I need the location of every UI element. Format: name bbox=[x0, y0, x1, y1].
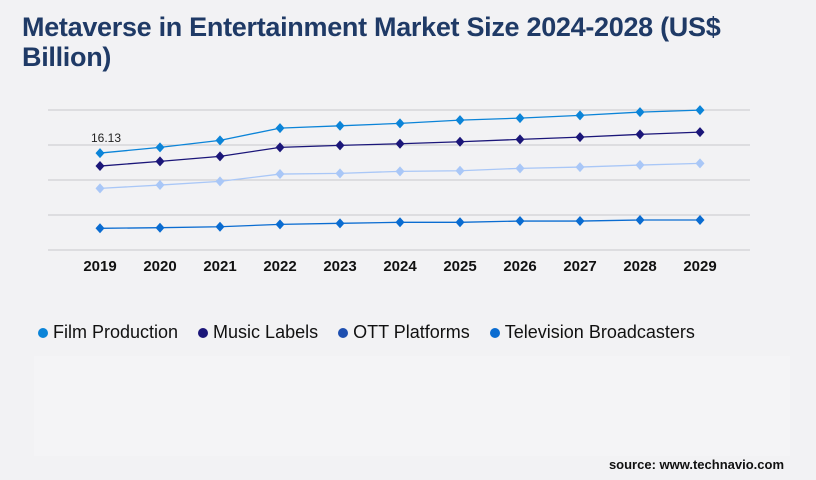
series-ott-platforms bbox=[95, 158, 705, 194]
legend-item: Television Broadcasters bbox=[489, 322, 695, 343]
series-music-labels bbox=[95, 127, 705, 172]
x-tick-label: 2021 bbox=[203, 258, 236, 275]
x-tick-label: 2029 bbox=[683, 258, 716, 275]
series-film-production bbox=[95, 105, 705, 159]
data-point bbox=[575, 216, 585, 227]
x-tick-label: 2019 bbox=[83, 258, 116, 275]
data-point bbox=[155, 156, 165, 167]
legend-item: Music Labels bbox=[198, 322, 318, 343]
legend: Film Production Music Labels OTT Platforms… bbox=[38, 322, 695, 343]
x-tick-label: 2026 bbox=[503, 258, 536, 275]
data-point bbox=[695, 127, 705, 138]
line-chart: 2019 2020 2021 2022 2023 2024 2025 2026 2027 2028… bbox=[48, 105, 750, 275]
data-point bbox=[455, 115, 465, 126]
data-label: 16.13 bbox=[91, 131, 121, 145]
legend-label: OTT Platforms bbox=[353, 322, 470, 342]
data-point bbox=[515, 216, 525, 227]
data-point bbox=[455, 165, 465, 176]
data-point bbox=[275, 219, 285, 230]
legend-marker-icon bbox=[38, 327, 48, 338]
data-point bbox=[395, 166, 405, 177]
legend-item: Film Production bbox=[38, 322, 178, 343]
data-point bbox=[275, 142, 285, 153]
data-point bbox=[455, 136, 465, 147]
legend-label: Television Broadcasters bbox=[504, 322, 695, 342]
data-point bbox=[635, 215, 645, 226]
chart-title: Metaverse in Entertainment Market Size 2… bbox=[22, 12, 721, 72]
data-point bbox=[395, 217, 405, 228]
data-point bbox=[275, 169, 285, 180]
data-point bbox=[575, 162, 585, 173]
data-point bbox=[335, 168, 345, 179]
data-point bbox=[635, 129, 645, 140]
data-point bbox=[215, 135, 225, 146]
data-point bbox=[335, 120, 345, 131]
source-label: source: www.technavio.com bbox=[608, 457, 784, 472]
data-point bbox=[215, 221, 225, 232]
legend-marker-icon bbox=[338, 327, 349, 338]
data-point bbox=[515, 113, 525, 124]
data-point bbox=[695, 215, 705, 226]
x-tick-label: 2025 bbox=[443, 258, 476, 275]
data-point bbox=[275, 123, 285, 134]
legend-label: Music Labels bbox=[213, 322, 319, 342]
x-tick-label: 2023 bbox=[323, 258, 356, 275]
data-point bbox=[95, 183, 105, 194]
data-point bbox=[335, 218, 345, 229]
data-point bbox=[515, 163, 525, 174]
data-point bbox=[95, 148, 105, 159]
data-point bbox=[515, 134, 525, 145]
data-point bbox=[395, 138, 405, 149]
data-point bbox=[695, 158, 705, 169]
series-line bbox=[99, 131, 701, 167]
data-point bbox=[635, 160, 645, 171]
legend-label: Film Production bbox=[53, 322, 179, 342]
data-point bbox=[155, 142, 165, 153]
x-tick-label: 2028 bbox=[623, 258, 656, 275]
x-tick-label: 2020 bbox=[143, 258, 176, 275]
legend-marker-icon bbox=[198, 327, 209, 338]
series-television-broadcasters bbox=[95, 215, 705, 234]
data-point bbox=[575, 110, 585, 121]
data-point bbox=[95, 161, 105, 172]
data-point bbox=[455, 217, 465, 228]
data-point bbox=[575, 132, 585, 143]
data-point bbox=[215, 151, 225, 162]
x-tick-label: 2027 bbox=[563, 258, 596, 275]
x-tick-label: 2022 bbox=[263, 258, 296, 275]
data-point bbox=[695, 105, 705, 116]
x-tick-label: 2024 bbox=[383, 258, 417, 275]
data-point bbox=[95, 223, 105, 234]
legend-panel bbox=[34, 356, 790, 456]
legend-marker-icon bbox=[489, 327, 500, 338]
data-point bbox=[335, 140, 345, 151]
data-point bbox=[155, 222, 165, 233]
data-point bbox=[635, 107, 645, 118]
legend-item: OTT Platforms bbox=[338, 322, 470, 343]
data-point bbox=[155, 180, 165, 191]
data-point bbox=[215, 176, 225, 187]
data-point bbox=[395, 118, 405, 129]
